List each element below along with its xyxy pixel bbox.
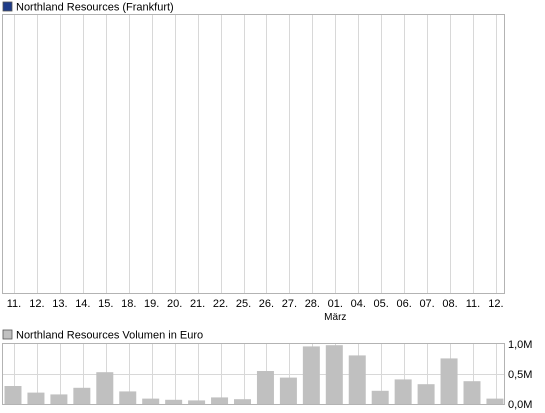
volume-bar (142, 398, 160, 404)
volume-bars (4, 345, 504, 404)
volume-bar (417, 384, 435, 404)
volume-bar (279, 377, 297, 404)
x-tick-label: 13. (52, 298, 67, 310)
volume-bar (188, 400, 206, 404)
volume-y-tick-label: 0,0M (508, 399, 532, 411)
volume-bar (50, 394, 68, 404)
x-tick-label: 26. (259, 298, 274, 310)
volume-bar (234, 399, 251, 404)
price-plot-frame (2, 14, 505, 294)
price-grid (14, 15, 497, 293)
volume-bar (211, 397, 229, 404)
volume-bar (27, 392, 45, 404)
volume-legend-label: Northland Resources Volumen in Euro (16, 330, 203, 342)
volume-bar (96, 372, 114, 404)
x-tick-label: 19. (144, 298, 159, 310)
x-tick-label: 25. (236, 298, 251, 310)
x-tick-label: 07. (419, 298, 434, 310)
price-legend-swatch (2, 1, 13, 12)
volume-bar (73, 387, 91, 404)
x-tick-label: 22. (213, 298, 228, 310)
volume-bar (256, 371, 274, 404)
price-legend-label: Northland Resources (Frankfurt) (16, 2, 174, 14)
x-tick-label: 11. (466, 298, 480, 310)
volume-bar (4, 386, 22, 404)
x-tick-label: 12. (29, 298, 44, 310)
x-tick-label: 01. (328, 298, 343, 310)
volume-bar (486, 398, 504, 404)
month-marker-label: März (324, 312, 346, 323)
x-tick-label: 06. (397, 298, 412, 310)
x-tick-label: 05. (374, 298, 389, 310)
volume-y-tick-label: 1,0M (508, 339, 532, 351)
price-legend: Northland Resources (Frankfurt) (2, 1, 174, 14)
volume-legend-swatch (2, 329, 13, 340)
volume-bar (119, 391, 137, 404)
x-axis-labels: 11. 12. 13. 14. 15. 18. 19. 20. 21. 22. 25. 26. 27. 2… (7, 298, 504, 310)
volume-y-tick-label: 0,5M (508, 369, 532, 381)
volume-bar (463, 381, 481, 404)
volume-bar (371, 390, 389, 404)
volume-y-axis-labels: 1,0M 0,5M 0,0M (508, 339, 532, 411)
volume-bar (302, 346, 320, 404)
x-tick-label: 28. (305, 298, 320, 310)
x-tick-label: 18. (121, 298, 136, 310)
volume-bar (440, 358, 458, 404)
x-tick-label: 12. (488, 298, 503, 310)
x-tick-label: 04. (351, 298, 366, 310)
x-tick-label: 20. (167, 298, 182, 310)
volume-bar (348, 355, 366, 404)
volume-bar (165, 399, 183, 404)
x-tick-label: 21. (190, 298, 205, 310)
x-tick-label: 27. (282, 298, 297, 310)
x-tick-label: 11. (7, 298, 21, 310)
volume-bar (394, 379, 412, 404)
volume-bar (325, 345, 343, 404)
x-tick-label: 08. (442, 298, 457, 310)
x-tick-label: 15. (98, 298, 113, 310)
volume-legend: Northland Resources Volumen in Euro (2, 329, 203, 342)
x-tick-label: 14. (75, 298, 90, 310)
volume-plot-frame (2, 343, 505, 405)
